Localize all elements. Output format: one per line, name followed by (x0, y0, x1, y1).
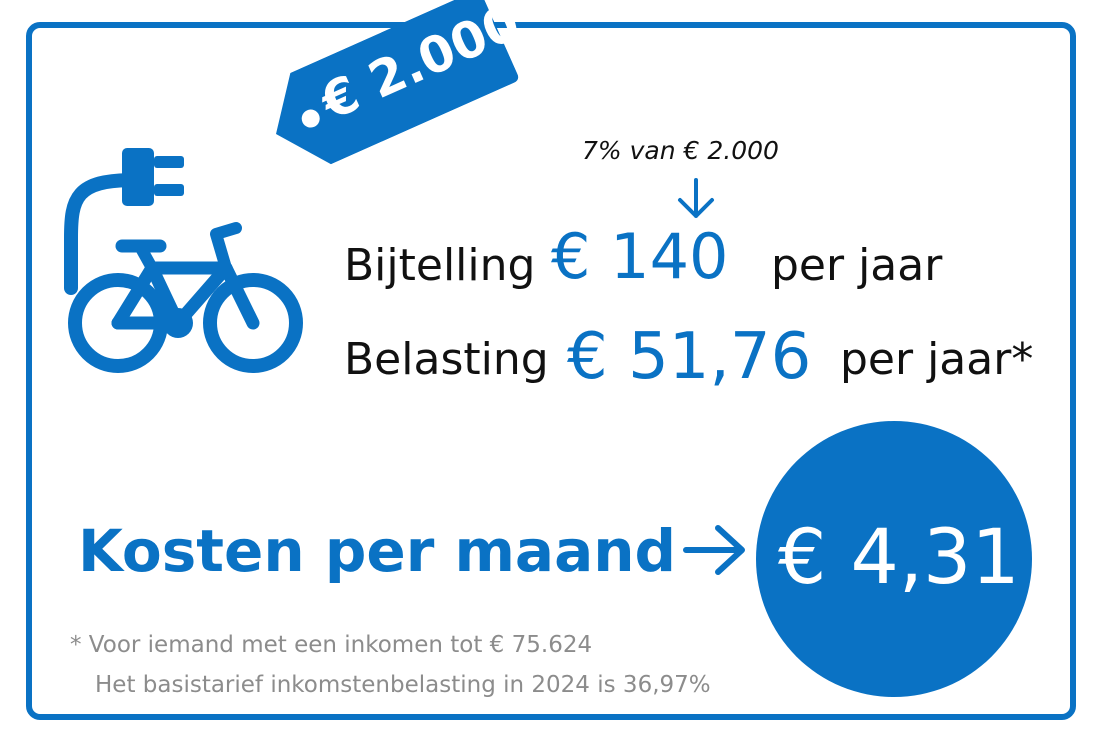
monthly-cost-value: € 4,31 (778, 512, 1020, 601)
calculation-note: 7% van € 2.000 (582, 136, 779, 165)
belasting-value: € 51,76 (567, 320, 812, 394)
price-tag-icon (276, 0, 519, 165)
infographic-frame (26, 22, 1076, 720)
belasting-label: Belasting (344, 334, 549, 385)
price-tag: € 2.000 (256, 0, 528, 180)
belasting-unit: per jaar* (840, 334, 1034, 385)
arrow-right-icon (683, 525, 745, 575)
monthly-cost-label: Kosten per maand (78, 517, 677, 585)
e-bike-plug-icon (64, 148, 303, 373)
footnote-tax-rate: Het basistarief inkomstenbelasting in 20… (95, 672, 711, 698)
bijtelling-unit: per jaar (771, 240, 943, 291)
bijtelling-label: Bijtelling (344, 240, 536, 291)
arrow-down-icon (678, 178, 714, 218)
monthly-cost-circle (756, 421, 1032, 697)
bijtelling-value: € 140 (551, 220, 729, 293)
footnote-income: * Voor iemand met een inkomen tot € 75.6… (70, 632, 593, 658)
